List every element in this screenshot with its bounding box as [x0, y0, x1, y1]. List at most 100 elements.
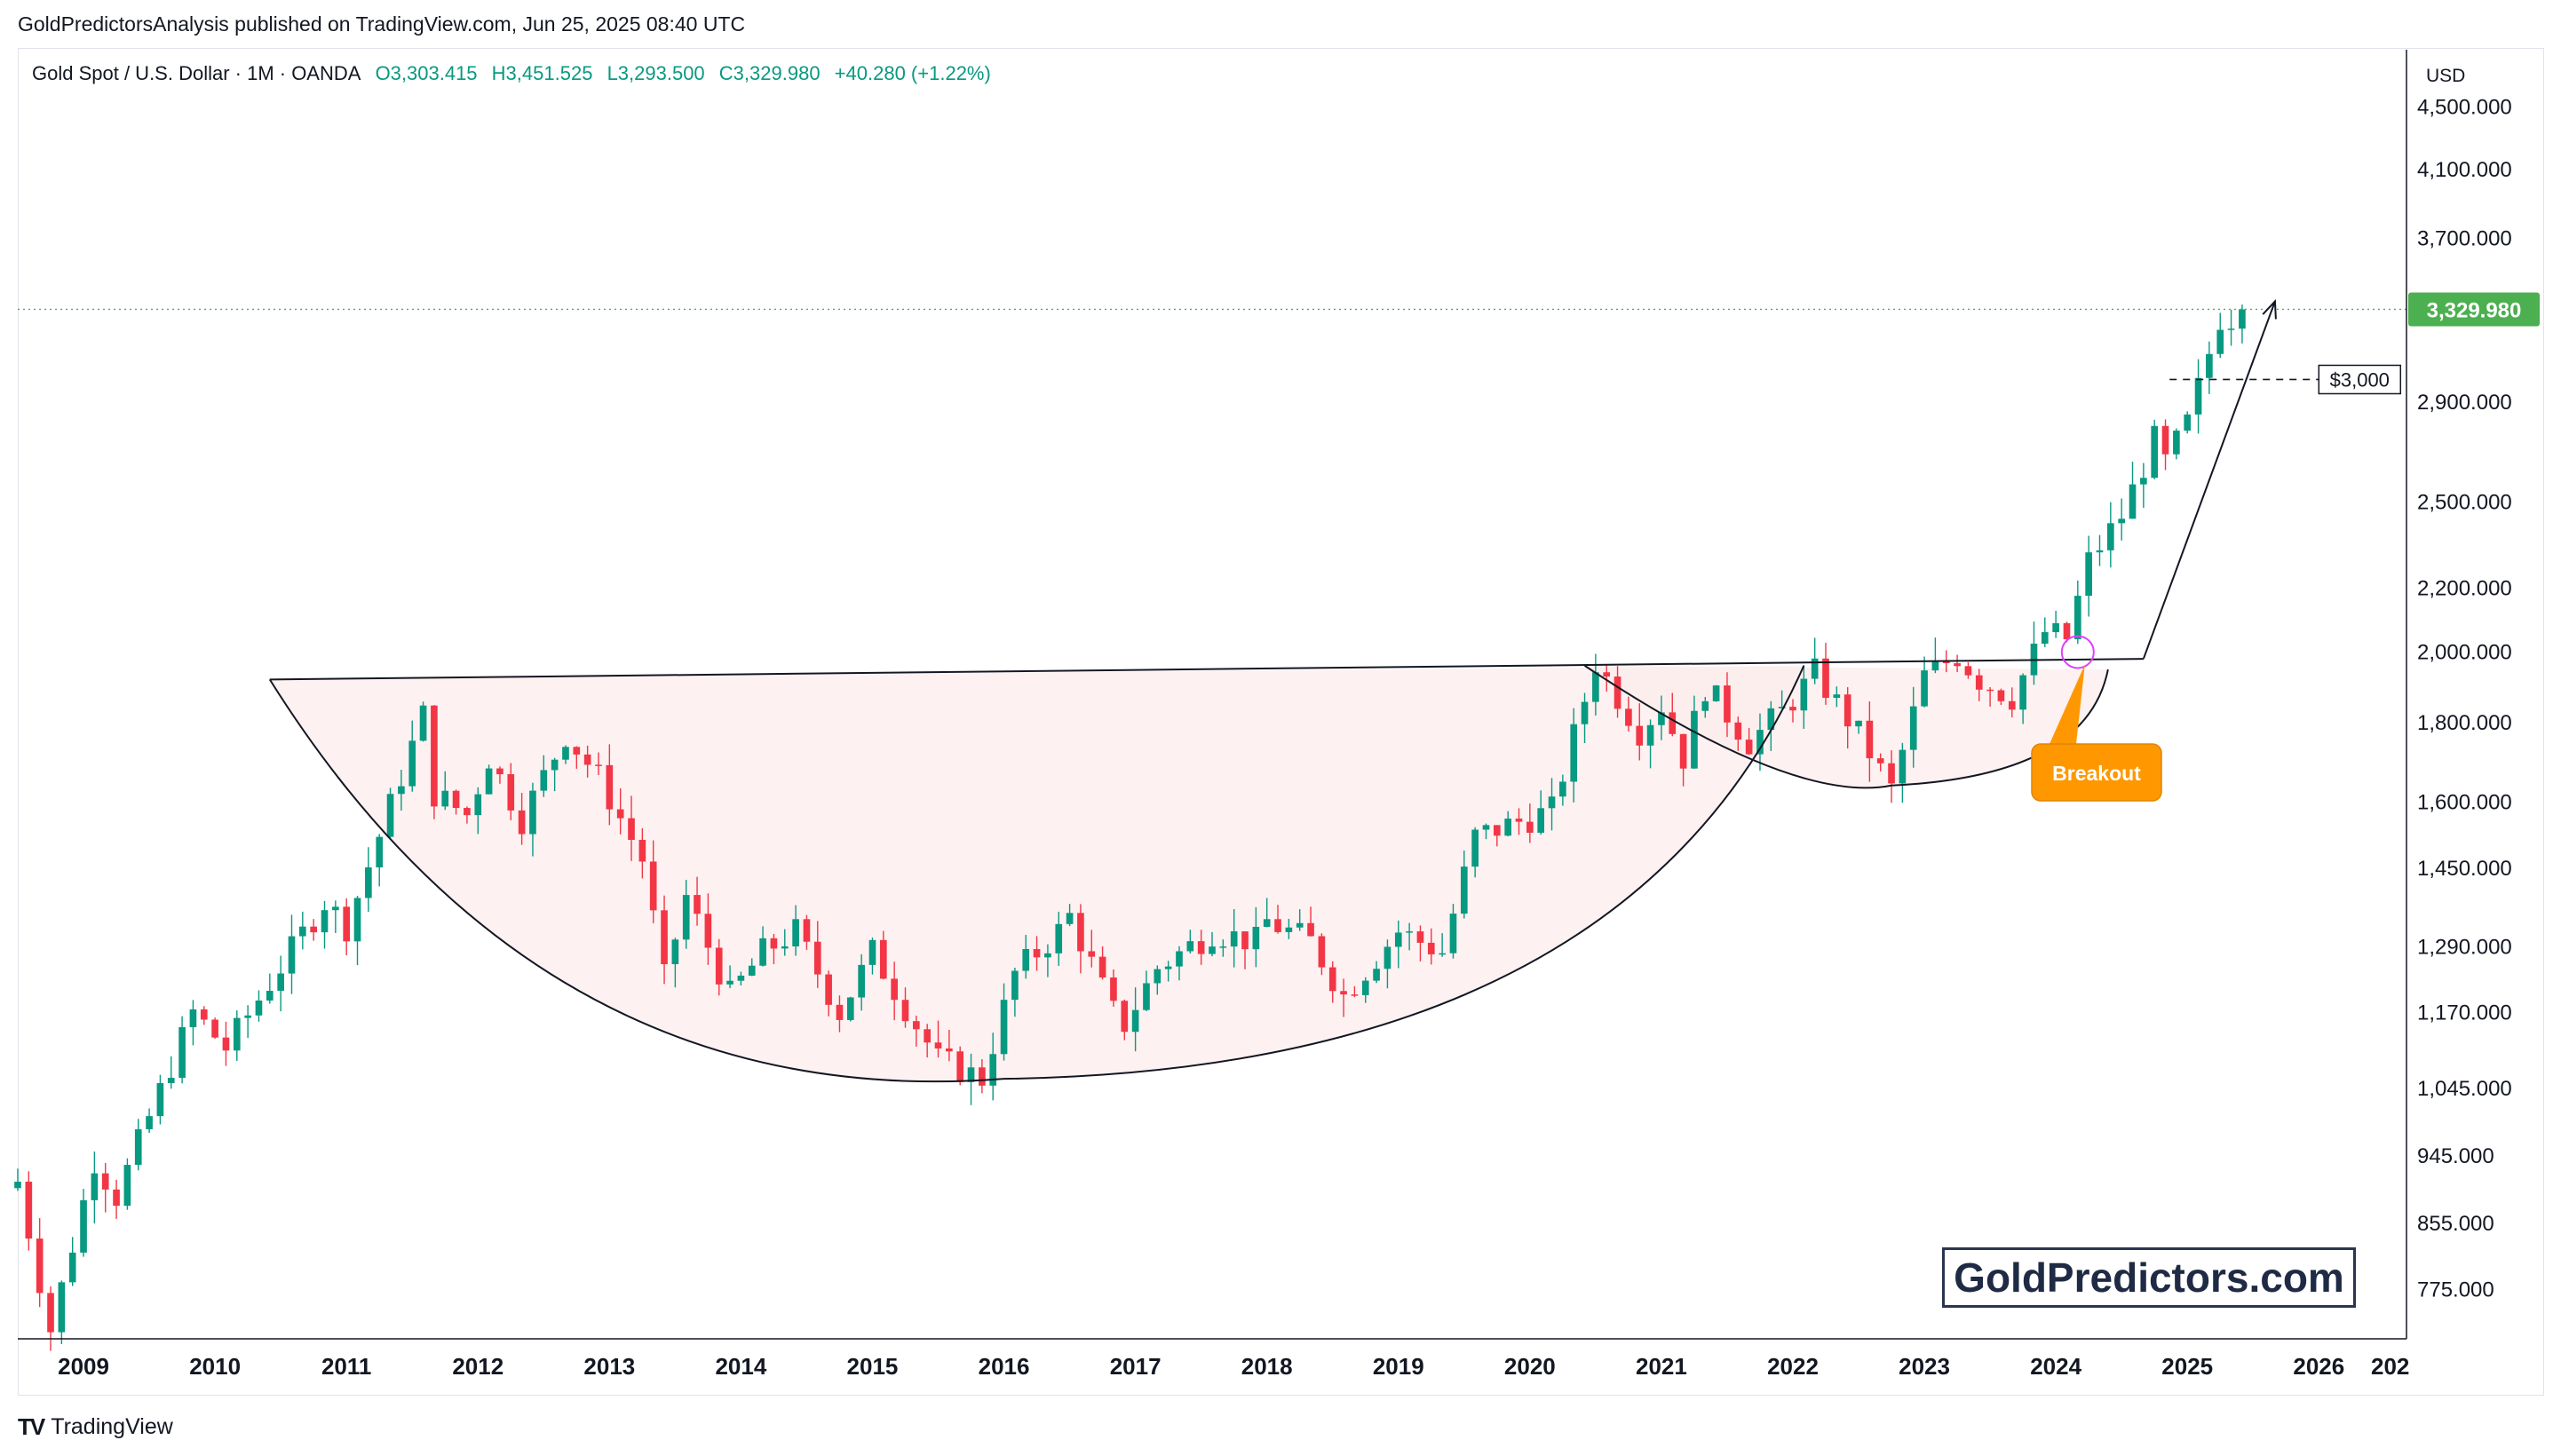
y-tick-label: 855.000: [2417, 1212, 2494, 1236]
candle-body: [694, 895, 701, 914]
candle-body: [1164, 966, 1172, 969]
candle: [595, 752, 602, 776]
candle: [474, 787, 482, 835]
candle: [2173, 428, 2180, 460]
candle: [1964, 661, 1972, 679]
candle: [441, 771, 449, 811]
candle-body: [583, 754, 591, 765]
candle: [901, 987, 909, 1028]
candle-body: [1515, 819, 1523, 822]
x-tick-label: 2020: [1504, 1353, 1556, 1380]
y-tick-label: 2,200.000: [2417, 576, 2512, 600]
candle-body: [1406, 931, 1413, 933]
candle-body: [496, 768, 503, 775]
level-3000-box: [2318, 364, 2402, 395]
candle: [924, 1024, 931, 1058]
y-tick-label: 945.000: [2417, 1144, 2494, 1168]
candle-body: [2063, 622, 2071, 640]
x-tick-label: 2014: [715, 1353, 766, 1380]
candle-body: [1745, 740, 1753, 755]
candle-body: [507, 774, 515, 811]
candle-body: [562, 747, 569, 760]
candle-body: [1581, 701, 1589, 724]
candle-body: [1548, 796, 1556, 809]
candle-body: [1636, 725, 1644, 746]
candle: [1855, 720, 1862, 734]
candle-body: [2008, 700, 2016, 710]
candle-body: [989, 1054, 997, 1086]
candle: [398, 770, 405, 811]
candle: [1449, 904, 1457, 959]
candle-body: [803, 919, 811, 942]
candle-body: [1318, 936, 1326, 968]
candle-body: [1504, 819, 1511, 836]
candle-body: [101, 1173, 109, 1190]
candle-body: [748, 965, 756, 976]
candle: [1931, 637, 1939, 674]
candle: [1724, 672, 1731, 738]
candle-body: [540, 770, 548, 791]
candle: [244, 1005, 251, 1039]
candle: [2140, 463, 2147, 508]
candle: [704, 893, 712, 965]
candle-body: [1154, 969, 1162, 984]
candle: [321, 900, 329, 949]
x-tick-label: 2025: [2161, 1353, 2213, 1380]
candle: [1351, 985, 1359, 998]
candle: [1110, 969, 1117, 1007]
candle: [956, 1046, 964, 1086]
candle-body: [1954, 663, 1961, 667]
candle-body: [1899, 749, 1907, 784]
candle-body: [946, 1048, 953, 1052]
candle: [255, 990, 263, 1022]
y-tick-label: 1,170.000: [2417, 1001, 2512, 1025]
candle: [1230, 909, 1238, 968]
candle: [1789, 699, 1796, 723]
candle: [1603, 664, 1611, 692]
watermark-logo: GoldPredictors.com: [1942, 1247, 2356, 1308]
candle-body: [726, 980, 733, 985]
candle: [891, 961, 898, 1021]
candle: [1679, 733, 1687, 787]
candle-body: [1909, 706, 1917, 750]
candle: [134, 1119, 142, 1171]
candle-body: [979, 1067, 986, 1086]
candle-body: [25, 1182, 33, 1239]
candle-body: [419, 705, 427, 741]
candle-body: [1131, 1009, 1139, 1033]
candle: [661, 895, 668, 985]
candle: [1658, 695, 1665, 740]
candle: [2118, 498, 2125, 541]
candle: [2129, 462, 2137, 519]
candle-body: [1384, 946, 1392, 969]
candle-body: [134, 1128, 142, 1166]
candle-body: [244, 1015, 251, 1018]
candle-body: [649, 861, 657, 911]
candle-body: [167, 1078, 175, 1083]
candle: [113, 1179, 120, 1219]
candle: [638, 827, 646, 879]
candle: [1756, 713, 1764, 772]
currency-label[interactable]: USD: [2426, 66, 2466, 86]
candle-body: [441, 790, 449, 807]
candle-body: [1625, 708, 1632, 726]
candle: [47, 1286, 54, 1351]
candle-body: [1011, 970, 1019, 1001]
candle-body: [1088, 951, 1096, 957]
candle: [1328, 961, 1336, 1003]
candle: [431, 705, 438, 819]
candle: [682, 879, 690, 949]
tradingview-brand[interactable]: TV TradingView: [18, 1413, 173, 1441]
candle-body: [671, 939, 679, 965]
candle-body: [661, 910, 668, 965]
candle: [1011, 968, 1019, 1017]
close-value: C3,329.980: [718, 62, 821, 84]
candle: [2206, 341, 2213, 394]
candle: [540, 755, 548, 797]
candle: [36, 1218, 44, 1308]
x-tick-label: 2013: [583, 1353, 635, 1380]
candle-body: [178, 1027, 186, 1079]
breakout-circle: [2060, 635, 2095, 669]
x-tick-label: 2022: [1767, 1353, 1819, 1380]
